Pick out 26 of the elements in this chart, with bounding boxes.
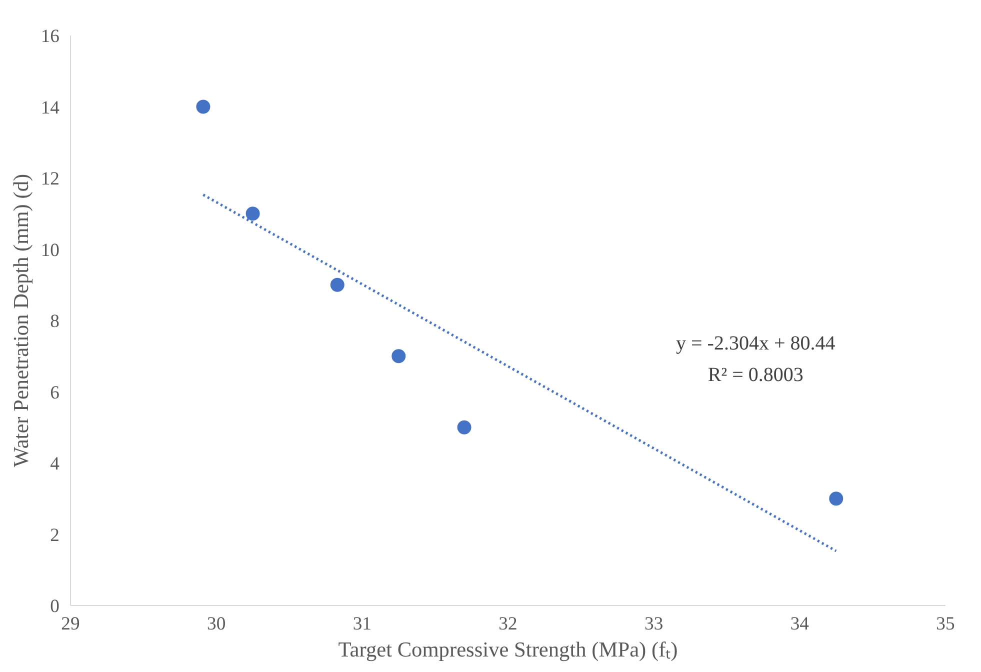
x-axis-title: Target Compressive Strength (MPa) (fₜ) <box>338 638 678 662</box>
y-tick-label: 0 <box>50 596 60 617</box>
x-tick-label: 33 <box>644 614 664 634</box>
x-tick-label: 35 <box>936 614 955 634</box>
x-tick-label: 30 <box>207 614 226 634</box>
y-tick-label: 10 <box>40 240 60 261</box>
y-tick-label: 14 <box>40 97 60 118</box>
point <box>392 349 406 364</box>
x-tick-label: 32 <box>498 614 518 634</box>
y-tick-label: 16 <box>40 26 60 47</box>
point <box>246 206 260 221</box>
x-tick-label: 34 <box>790 614 810 634</box>
point <box>829 492 844 506</box>
annotation: R² = 0.8003 <box>708 364 804 386</box>
y-tick-label: 8 <box>50 311 60 332</box>
y-tick-label: 6 <box>50 382 60 404</box>
y-tick-label: 12 <box>40 168 60 190</box>
annotation: y = -2.304x + 80.44 <box>676 332 836 355</box>
point <box>330 278 344 292</box>
y-tick-label: 2 <box>50 524 60 546</box>
y-axis-title: Water Penetration Depth (mm) (d) <box>8 174 33 468</box>
x-tick-label: 31 <box>352 614 372 634</box>
point <box>196 100 210 114</box>
point <box>457 420 472 434</box>
y-tick-label: 4 <box>50 454 60 474</box>
x-tick-label: 29 <box>61 614 80 634</box>
